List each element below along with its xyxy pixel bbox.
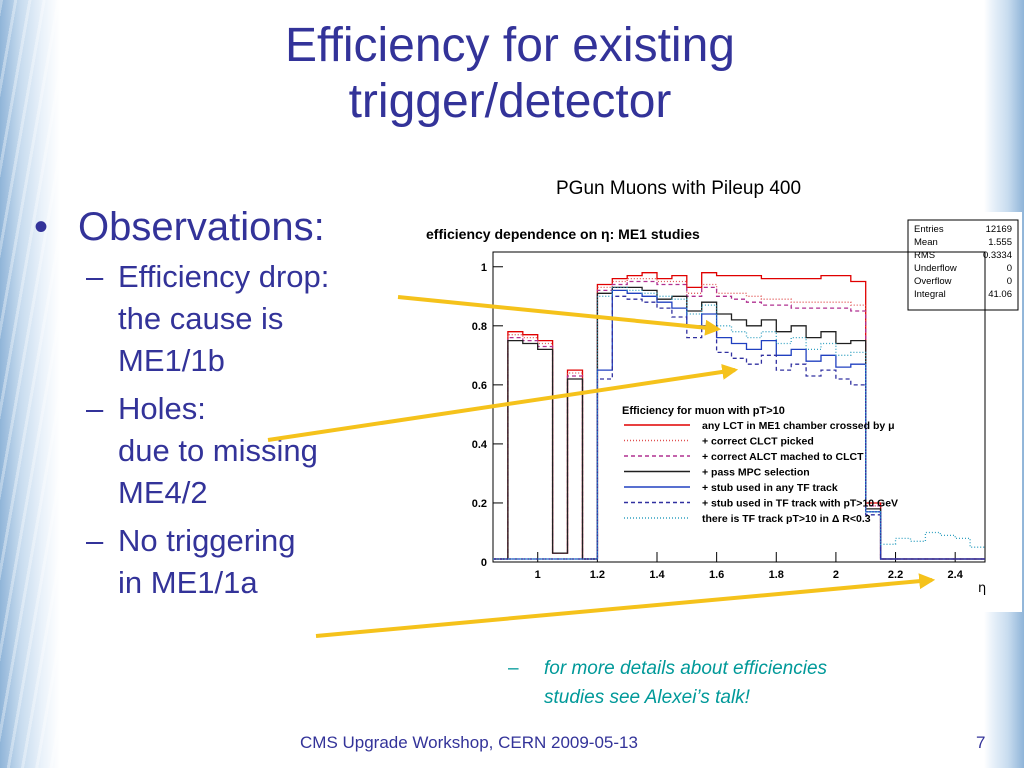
subbullet-line: ME1/1b: [118, 343, 225, 378]
background-left-decoration: [0, 0, 60, 768]
stats-value: 0.3334: [983, 250, 1012, 261]
stats-label: Underflow: [914, 263, 957, 274]
y-tick-label: 0.8: [472, 321, 487, 333]
legend-entry: any LCT in ME1 chamber crossed by μ: [702, 420, 895, 432]
x-tick-label: 1.6: [709, 569, 724, 581]
subbullet-line: ME4/2: [118, 475, 208, 510]
x-tick-label: 2.4: [948, 569, 964, 581]
title-line-2: trigger/detector: [348, 75, 672, 128]
legend-entry: + pass MPC selection: [702, 467, 810, 479]
note-dash-icon: –: [508, 658, 519, 679]
plot-caption: PGun Muons with Pileup 400: [556, 178, 802, 199]
stats-value: 1.555: [988, 237, 1012, 248]
slide-title: Efficiency for existing trigger/detector: [150, 18, 870, 130]
stats-value: 12169: [986, 224, 1012, 235]
stats-entries: Entries 12169 Mean 1.555 RMS 0.3334 Underflow 0…: [914, 224, 1012, 300]
subbullet-line: Holes:: [118, 391, 206, 426]
x-axis: 1 1.2 1.4 1.6 1.8 2 2.2 2.4: [535, 552, 964, 581]
note-line-2: studies see Alexei’s talk!: [544, 687, 750, 708]
dash-icon: –: [86, 523, 104, 558]
legend-entry: + stub used in TF track with pT>10 GeV: [702, 498, 898, 510]
stats-box: [907, 219, 1019, 311]
x-tick-label: 1: [535, 569, 541, 581]
stats-label: Integral: [914, 289, 946, 300]
dash-icon: –: [86, 391, 104, 426]
stats-label: RMS: [914, 250, 935, 261]
stats-value: 0: [1007, 263, 1012, 274]
subbullet-line: the cause is: [118, 301, 284, 336]
chart-title: efficiency dependence on η: ME1 studies: [426, 226, 700, 242]
legend: Efficiency for muon with pT>10 any LCT i…: [622, 405, 898, 525]
subbullet-line: Efficiency drop:: [118, 259, 330, 294]
y-tick-label: 0.6: [472, 380, 487, 392]
efficiency-plot: efficiency dependence on η: ME1 studies …: [410, 212, 1022, 612]
x-tick-label: 2.2: [888, 569, 903, 581]
legend-entry: there is TF track pT>10 in Δ R<0.3: [702, 513, 871, 525]
note-line-1: for more details about efficiencies: [544, 658, 828, 679]
subbullet-efficiency-drop: – Efficiency drop: the cause is ME1/1b: [86, 256, 329, 382]
bullet-observations-label: Observations:: [78, 205, 325, 249]
x-tick-label: 1.8: [769, 569, 784, 581]
subbullet-holes: – Holes: due to missing ME4/2: [86, 388, 329, 514]
y-tick-label: 0.4: [472, 439, 488, 451]
bullet-list: • Observations: – Efficiency drop: the c…: [30, 205, 329, 604]
stats-label: Entries: [914, 224, 944, 235]
stats-value: 0: [1007, 276, 1012, 287]
x-axis-label: η: [978, 581, 986, 596]
subbullet-line: due to missing: [118, 433, 318, 468]
legend-entry: + correct CLCT picked: [702, 436, 814, 448]
legend-entry: + stub used in any TF track: [702, 482, 838, 494]
footer-text: CMS Upgrade Workshop, CERN 2009-05-13: [300, 733, 638, 752]
bullet-observations: • Observations:: [30, 205, 329, 250]
stats-label: Overflow: [914, 276, 952, 287]
bullet-dot-icon: •: [34, 205, 49, 249]
subbullet-line: No triggering: [118, 523, 296, 558]
series-line: [493, 286, 985, 560]
title-line-1: Efficiency for existing: [285, 19, 735, 72]
dash-icon: –: [86, 259, 104, 294]
subbullet-line: in ME1/1a: [118, 565, 258, 600]
page-number: 7: [976, 733, 986, 752]
y-tick-label: 0.2: [472, 498, 487, 510]
stats-label: Mean: [914, 237, 938, 248]
note-more-details: – for more details about efficiencies st…: [508, 654, 944, 712]
legend-title: Efficiency for muon with pT>10: [622, 405, 785, 417]
stats-value: 41.06: [988, 289, 1012, 300]
y-tick-label: 0: [481, 557, 487, 569]
y-tick-label: 1: [481, 262, 487, 274]
x-tick-label: 2: [833, 569, 839, 581]
x-tick-label: 1.4: [649, 569, 665, 581]
x-tick-label: 1.2: [590, 569, 605, 581]
subbullet-no-triggering: – No triggering in ME1/1a: [86, 520, 329, 604]
legend-entry: + correct ALCT mached to CLCT: [702, 451, 864, 463]
